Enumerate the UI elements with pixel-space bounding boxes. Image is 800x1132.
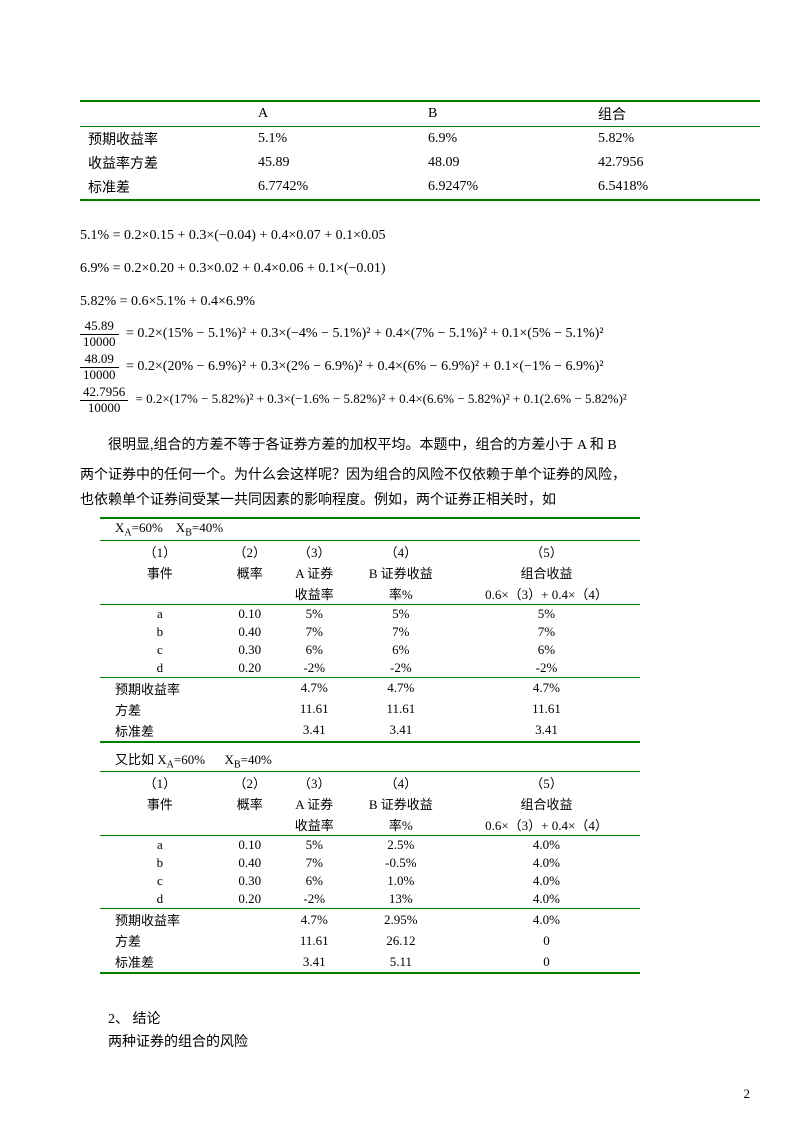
td: 6.9%: [420, 127, 590, 152]
td: 6.7742%: [250, 175, 420, 200]
eq: 48.0910000 = 0.2×(20% − 6.9%)² + 0.3×(2%…: [80, 352, 760, 383]
th: （3）: [280, 540, 349, 562]
th: B: [420, 101, 590, 127]
th: 组合收益: [453, 562, 640, 583]
equations-block: 5.1% = 0.2×0.15 + 0.3×(−0.04) + 0.4×0.07…: [80, 221, 760, 415]
th: 率%: [349, 583, 453, 605]
conclusion-section: 2、 结论 两种证券的组合的风险: [80, 1009, 760, 1054]
th: （5）: [453, 540, 640, 562]
td: 标准差: [80, 175, 250, 200]
td: 预期收益率: [80, 127, 250, 152]
eq: 5.1% = 0.2×0.15 + 0.3×(−0.04) + 0.4×0.07…: [80, 221, 760, 252]
th: 事件: [100, 562, 220, 583]
td: 6.5418%: [590, 175, 760, 200]
th: B 证券收益: [349, 562, 453, 583]
td: 5.82%: [590, 127, 760, 152]
conclusion-text: 两种证券的组合的风险: [80, 1032, 760, 1054]
weights-label: 又比如 XA=60% XB=40%: [100, 748, 640, 772]
paragraph: 两个证券中的任何一个。为什么会这样呢？因为组合的风险不仅依赖于单个证券的风险，: [80, 465, 760, 487]
correlation-table-b: 又比如 XA=60% XB=40% （1）（2）（3）（4）（5） 事件概率A …: [100, 748, 640, 975]
td: 42.7956: [590, 151, 760, 175]
conclusion-title: 2、 结论: [80, 1009, 760, 1031]
th: A 证券: [280, 562, 349, 583]
th: A: [250, 101, 420, 127]
th: （2）: [220, 540, 280, 562]
th: （4）: [349, 540, 453, 562]
th: [80, 101, 250, 127]
td: 5.1%: [250, 127, 420, 152]
td: 收益率方差: [80, 151, 250, 175]
td: 45.89: [250, 151, 420, 175]
summary-table: A B 组合 预期收益率 5.1% 6.9% 5.82% 收益率方差 45.89…: [80, 100, 760, 201]
page-number: 2: [744, 1086, 751, 1102]
th: （1）: [100, 540, 220, 562]
eq: 6.9% = 0.2×0.20 + 0.3×0.02 + 0.4×0.06 + …: [80, 254, 760, 285]
td: 6.9247%: [420, 175, 590, 200]
td: 48.09: [420, 151, 590, 175]
paragraph: 也依赖单个证券间受某一共同因素的影响程度。例如，两个证券正相关时，如: [80, 490, 760, 512]
paragraph: 很明显,组合的方差不等于各证券方差的加权平均。本题中，组合的方差小于 A 和 B: [80, 435, 760, 457]
correlation-table-a: XA=60% XB=40% （1） （2） （3） （4） （5） 事件 概率 …: [100, 517, 640, 743]
weights-label: XA=60% XB=40%: [100, 518, 640, 540]
th: 组合: [590, 101, 760, 127]
th: 0.6×（3）+ 0.4×（4）: [453, 583, 640, 605]
eq: 5.82% = 0.6×5.1% + 0.4×6.9%: [80, 287, 760, 318]
th: 概率: [220, 562, 280, 583]
eq: 45.8910000 = 0.2×(15% − 5.1%)² + 0.3×(−4…: [80, 319, 760, 350]
th: [100, 583, 220, 605]
eq: 42.795610000 = 0.2×(17% − 5.82%)² + 0.3×…: [80, 385, 760, 415]
th: 收益率: [280, 583, 349, 605]
th: [220, 583, 280, 605]
